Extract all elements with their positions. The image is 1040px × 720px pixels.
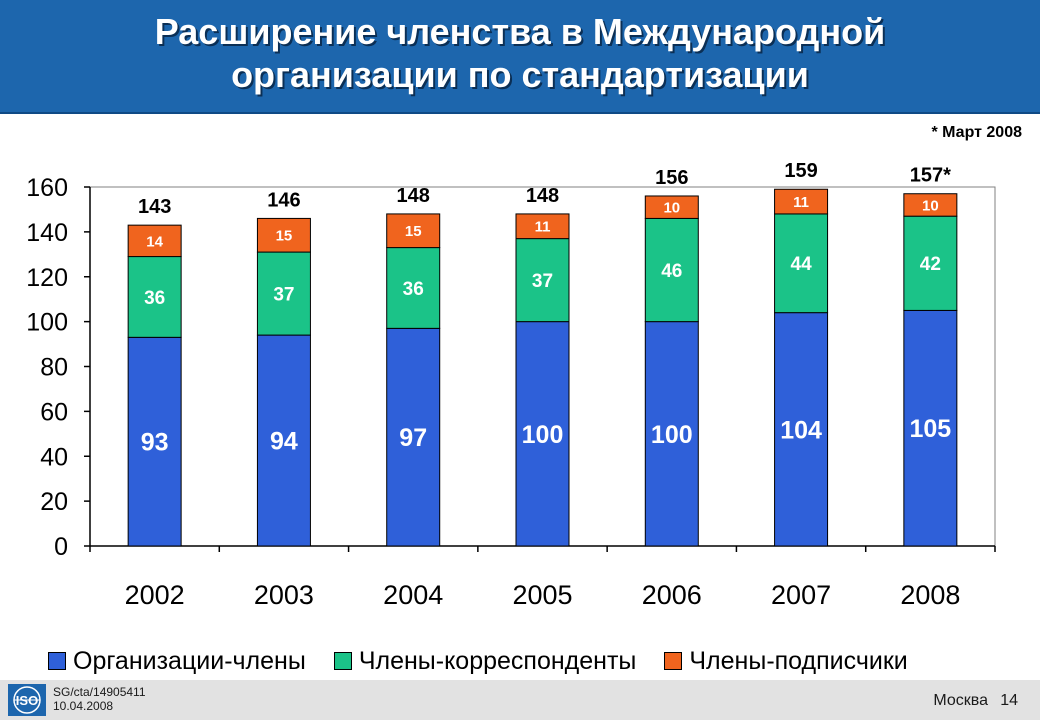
y-tick-label: 120	[26, 264, 68, 292]
bar-segment	[903, 193, 958, 217]
total-label: 156	[655, 167, 688, 189]
x-tick-label: 2008	[900, 580, 960, 610]
data-label: 100	[522, 421, 564, 449]
y-tick-label: 0	[54, 533, 68, 561]
footer-bar: ISO SG/cta/14905411 10.04.2008 Москва 14	[0, 680, 1040, 720]
data-label: 44	[791, 254, 813, 275]
total-label: 148	[526, 185, 559, 207]
data-label: 94	[270, 428, 298, 456]
x-tick-label: 2004	[383, 580, 443, 610]
bar-segment	[127, 336, 182, 547]
legend-label-correspondents: Члены-корреспонденты	[358, 646, 637, 675]
bar-segment	[386, 213, 441, 249]
legend-swatch-subscribers	[664, 652, 683, 670]
data-label: 93	[141, 429, 169, 457]
data-label: 97	[399, 424, 427, 452]
bar-segment	[774, 312, 829, 547]
page-title: Расширение членства в Международной орга…	[20, 10, 1020, 96]
data-label: 15	[276, 228, 293, 245]
total-label: 143	[138, 196, 171, 218]
total-label: 159	[784, 160, 817, 182]
bar-segment	[515, 213, 570, 240]
data-label: 10	[663, 200, 680, 217]
data-label: 37	[273, 284, 294, 305]
data-label: 42	[920, 254, 941, 275]
data-label: 100	[651, 421, 693, 449]
title-banner: Расширение членства в Международной орга…	[0, 0, 1040, 114]
data-label: 37	[532, 271, 553, 292]
bar-segment	[774, 188, 829, 215]
bar-segment	[903, 215, 958, 311]
legend-swatch-members	[48, 652, 66, 670]
footer-reference: SG/cta/14905411 10.04.2008	[53, 685, 146, 713]
y-tick-label: 40	[40, 443, 68, 471]
total-label: 148	[397, 185, 430, 207]
bar-segment	[127, 224, 182, 258]
data-label: 10	[922, 197, 939, 214]
y-tick-label: 140	[26, 219, 68, 247]
chart-legend: Организации-члены Члены-корреспонденты Ч…	[48, 646, 936, 676]
y-tick-label: 20	[40, 488, 68, 516]
bar-segment	[644, 217, 699, 323]
footer-city: Москва	[933, 692, 988, 709]
data-label: 11	[793, 194, 809, 211]
bar-segment	[903, 309, 958, 547]
legend-item-subscribers: Члены-подписчики	[664, 646, 908, 676]
bar-segment	[515, 238, 570, 323]
data-label: 36	[144, 288, 165, 309]
footer-ref-code: SG/cta/14905411	[53, 685, 146, 699]
legend-swatch-correspondents	[333, 652, 352, 670]
data-label: 104	[780, 416, 822, 444]
bar-segment	[256, 334, 311, 547]
bar-segment	[386, 327, 441, 547]
title-line-1: Расширение членства в Международной	[154, 11, 886, 52]
x-tick-label: 2005	[512, 580, 572, 610]
page-number: 14	[1000, 692, 1018, 709]
total-label: 157*	[910, 165, 951, 187]
data-label: 105	[909, 415, 951, 443]
data-label: 14	[146, 233, 163, 250]
data-label: 46	[661, 261, 682, 282]
data-label: 15	[405, 223, 422, 240]
data-label: 11	[535, 219, 551, 236]
x-tick-label: 2002	[125, 580, 185, 610]
iso-logo-text: ISO	[16, 693, 38, 708]
y-tick-label: 160	[26, 174, 68, 202]
y-tick-label: 80	[40, 354, 68, 382]
bar-segment	[515, 321, 570, 547]
bar-segment	[256, 217, 311, 253]
x-tick-label: 2003	[254, 580, 314, 610]
total-label: 146	[267, 189, 300, 211]
legend-item-correspondents: Члены-корреспонденты	[333, 646, 637, 676]
date-note: * Март 2008	[931, 124, 1022, 141]
title-line-2: организации по стандартизации	[231, 54, 809, 95]
x-tick-label: 2007	[771, 580, 831, 610]
legend-label-subscribers: Члены-подписчики	[689, 646, 908, 675]
stacked-bar-chart: 0 20 40 60 80 100 120 140 160 93 36 14 143 2002 94 37 15…	[26, 160, 996, 610]
x-tick-label: 2006	[642, 580, 702, 610]
y-tick-label: 60	[40, 398, 68, 426]
legend-item-members: Организации-члены	[48, 647, 306, 676]
legend-label-members: Организации-члены	[73, 646, 306, 675]
bar-segment	[644, 321, 699, 547]
footer-date: 10.04.2008	[53, 699, 114, 713]
bar-segment	[644, 195, 699, 219]
bar-segment	[386, 247, 441, 329]
y-tick-label: 100	[26, 309, 68, 337]
iso-logo-icon: ISO	[8, 684, 46, 716]
data-label: 36	[403, 279, 424, 300]
bar-segment	[256, 251, 311, 336]
bar-segment	[127, 256, 182, 338]
